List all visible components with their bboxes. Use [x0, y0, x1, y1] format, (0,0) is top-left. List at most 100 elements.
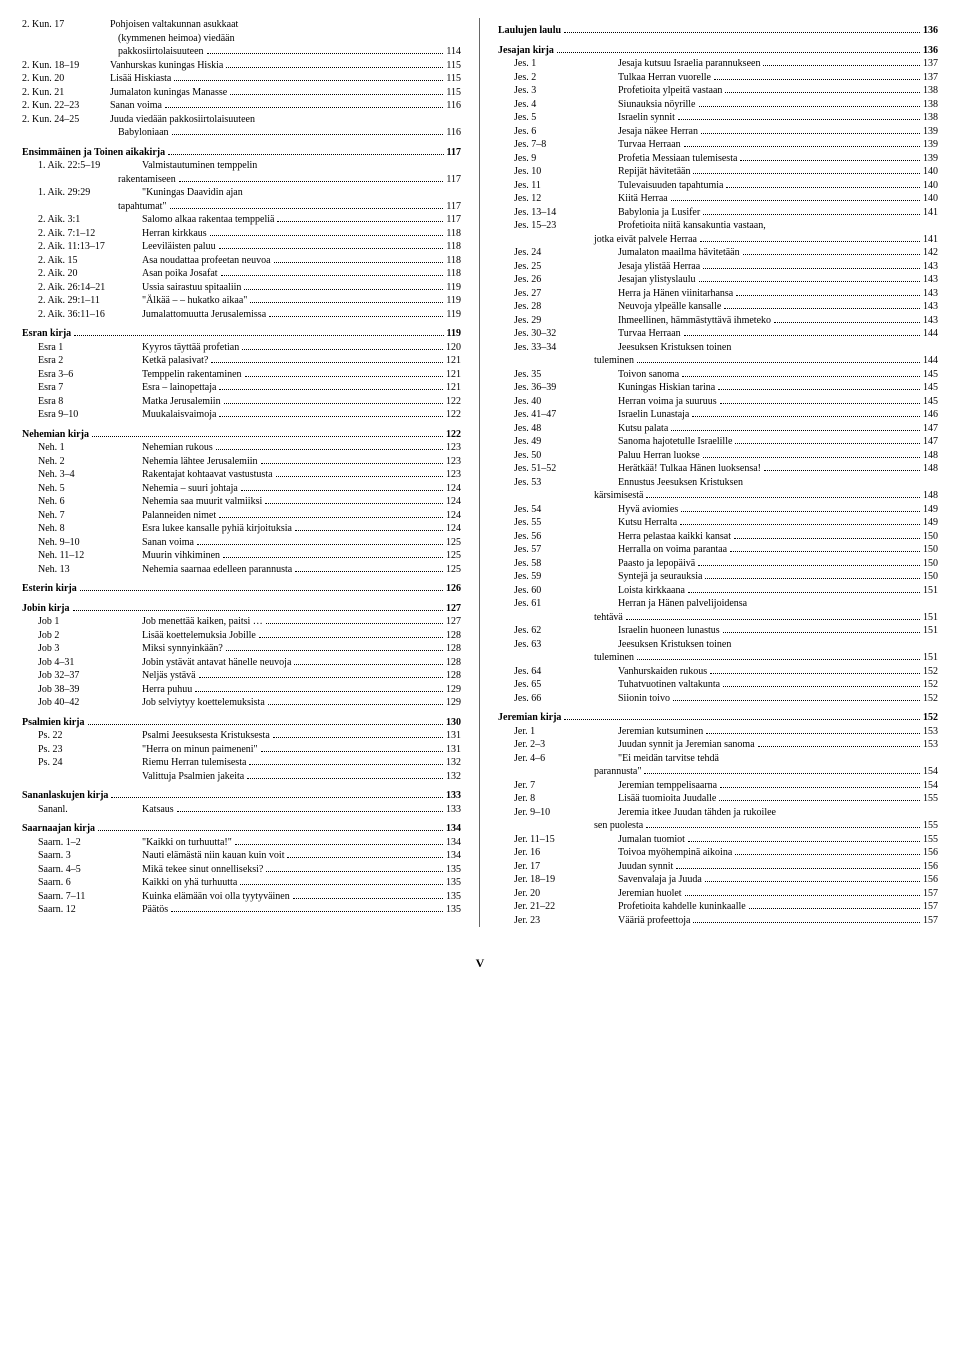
toc-entry: Jes. 13–14Babylonia ja Lusifer141 — [498, 206, 938, 220]
toc-entry-page: 152 — [923, 665, 938, 679]
toc-entry-title: Israelin huoneen lunastus — [618, 624, 720, 638]
toc-entry-page: 148 — [923, 489, 938, 503]
toc-leader-dots — [684, 327, 920, 336]
toc-entry: Jer. 2–3Juudan synnit ja Jeremian sanoma… — [498, 738, 938, 752]
toc-entry-ref: Neh. 6 — [22, 495, 142, 509]
toc-entry: Saarn. 3Nauti elämästä niin kauan kuin v… — [22, 849, 461, 863]
toc-entry-ref: 2. Kun. 21 — [22, 86, 110, 100]
toc-entry-title: Lisää Hiskiasta — [110, 72, 171, 86]
toc-entry-title: Jobin ystävät antavat hänelle neuvoja — [142, 656, 291, 670]
toc-entry-title: Kutsu palata — [618, 422, 668, 436]
toc-leader-dots — [230, 86, 443, 95]
toc-leader-dots — [226, 59, 443, 68]
toc-entry-ref: 2. Aik. 3:1 — [22, 213, 142, 227]
toc-leader-dots — [671, 422, 920, 431]
toc-entry-continuation: pakkosiirtolaisuuteen114 — [22, 45, 461, 59]
toc-entry-ref: Jes. 4 — [498, 98, 618, 112]
toc-entry-ref: Jer. 16 — [498, 846, 618, 860]
toc-entry-ref: Jes. 50 — [498, 449, 618, 463]
toc-entry-title: Jeremian huolet — [618, 887, 682, 901]
toc-entry-continuation: kärsimisestä148 — [498, 489, 938, 503]
toc-entry-ref: Jer. 23 — [498, 914, 618, 928]
toc-entry-title: Leeviläisten paluu — [142, 240, 216, 254]
toc-entry-ref: Neh. 5 — [22, 482, 142, 496]
toc-leader-dots — [165, 99, 443, 108]
toc-entry: Neh. 9–10Sanan voima125 — [22, 536, 461, 550]
toc-entry-title: Jeesuksen Kristuksen toinen — [618, 638, 731, 652]
toc-entry-title: Tulevaisuuden tapahtumia — [618, 179, 723, 193]
toc-entry-continuation: Babyloniaan116 — [22, 126, 461, 140]
toc-entry-page: 133 — [446, 803, 461, 817]
toc-entry-page: 145 — [923, 395, 938, 409]
toc-entry: Jes. 65Tuhatvuotinen valtakunta152 — [498, 678, 938, 692]
toc-entry: Jer. 1Jeremian kutsuminen153 — [498, 725, 938, 739]
toc-entry-title: Esra lukee kansalle pyhiä kirjoituksia — [142, 522, 292, 536]
toc-entry: Jer. 9–10Jeremia itkee Juudan tähden ja … — [498, 806, 938, 820]
toc-entry-title: Tulkaa Herran vuorelle — [618, 71, 711, 85]
toc-entry-title: Juudan synnit ja Jeremian sanoma — [618, 738, 755, 752]
toc-entry-page: 156 — [923, 846, 938, 860]
toc-entry-page: 143 — [923, 287, 938, 301]
toc-leader-dots — [265, 495, 443, 504]
toc-section-heading: Esran kirja119 — [22, 327, 461, 341]
toc-leader-dots — [699, 98, 921, 107]
toc-leader-dots — [92, 428, 443, 437]
toc-entry: Jes. 29Ihmeellinen, hämmästyttävä ihmete… — [498, 314, 938, 328]
toc-entry-page: 150 — [923, 570, 938, 584]
toc-leader-dots — [241, 482, 443, 491]
toc-leader-dots — [726, 179, 920, 188]
toc-entry: Neh. 7Palanneiden nimet124 — [22, 509, 461, 523]
toc-leader-dots — [720, 395, 920, 404]
toc-entry-title: Nehemia – suuri johtaja — [142, 482, 238, 496]
toc-entry-page: 143 — [923, 314, 938, 328]
toc-entry-page: 153 — [923, 725, 938, 739]
toc-entry-title: Savenvalaja ja Juuda — [618, 873, 702, 887]
toc-entry-page: 125 — [446, 563, 461, 577]
toc-entry-title: Babylonia ja Lusifer — [618, 206, 700, 220]
toc-entry-ref: Jes. 29 — [498, 314, 618, 328]
toc-leader-dots — [693, 165, 920, 174]
toc-entry-ref: Jes. 35 — [498, 368, 618, 382]
toc-entry-page: 145 — [923, 381, 938, 395]
toc-entry-title: tapahtumat" — [26, 200, 167, 214]
toc-entry-title: Sanan voima — [142, 536, 194, 550]
toc-entry-page: 135 — [446, 890, 461, 904]
toc-leader-dots — [703, 449, 920, 458]
toc-entry: Saarn. 4–5Mikä tekee sinut onnelliseksi?… — [22, 863, 461, 877]
toc-entry-page: 147 — [923, 435, 938, 449]
toc-entry-page: 149 — [923, 516, 938, 530]
toc-entry-ref: Neh. 2 — [22, 455, 142, 469]
toc-leader-dots — [259, 629, 443, 638]
toc-entry-page: 115 — [446, 72, 461, 86]
toc-entry: 1. Aik. 22:5–19Valmistautuminen temppeli… — [22, 159, 461, 173]
toc-entry-title: Herran ja Hänen palvelijoidensa — [618, 597, 747, 611]
toc-entry-ref: Saarn. 1–2 — [22, 836, 142, 850]
toc-entry-continuation: (kymmenen heimoa) viedään — [22, 32, 461, 46]
toc-entry-ref: Jes. 36–39 — [498, 381, 618, 395]
toc-entry-ref: Esra 2 — [22, 354, 142, 368]
toc-leader-dots — [692, 408, 920, 417]
toc-entry: Neh. 1Nehemian rukous123 — [22, 441, 461, 455]
toc-entry-title: "Ei meidän tarvitse tehdä — [618, 752, 719, 766]
toc-entry-page: 125 — [446, 536, 461, 550]
toc-entry: Jer. 8Lisää tuomioita Juudalle155 — [498, 792, 938, 806]
toc-entry-page: 132 — [446, 770, 461, 784]
toc-entry-title: Jumalattomuutta Jerusalemissa — [142, 308, 266, 322]
toc-entry-title: Israelin Lunastaja — [618, 408, 689, 422]
toc-leader-dots — [698, 557, 920, 566]
toc-entry-page: 143 — [923, 273, 938, 287]
toc-entry: Ps. 24Riemu Herran tulemisesta132 — [22, 756, 461, 770]
toc-entry-ref: Job 3 — [22, 642, 142, 656]
toc-leader-dots — [688, 584, 920, 593]
toc-leader-dots — [210, 227, 444, 236]
toc-entry-ref: Sananl. — [22, 803, 142, 817]
toc-entry-ref: Jes. 27 — [498, 287, 618, 301]
toc-entry: Esra 7Esra – lainopettaja121 — [22, 381, 461, 395]
toc-section-heading: Jesajan kirja136 — [498, 44, 938, 58]
toc-entry-page: 122 — [446, 428, 461, 442]
toc-entry-page: 150 — [923, 530, 938, 544]
toc-section-title: Ensimmäinen ja Toinen aikakirja — [22, 146, 165, 160]
toc-leader-dots — [740, 152, 920, 161]
toc-entry-page: 148 — [923, 449, 938, 463]
toc-entry: 2. Kun. 22–23Sanan voima116 — [22, 99, 461, 113]
